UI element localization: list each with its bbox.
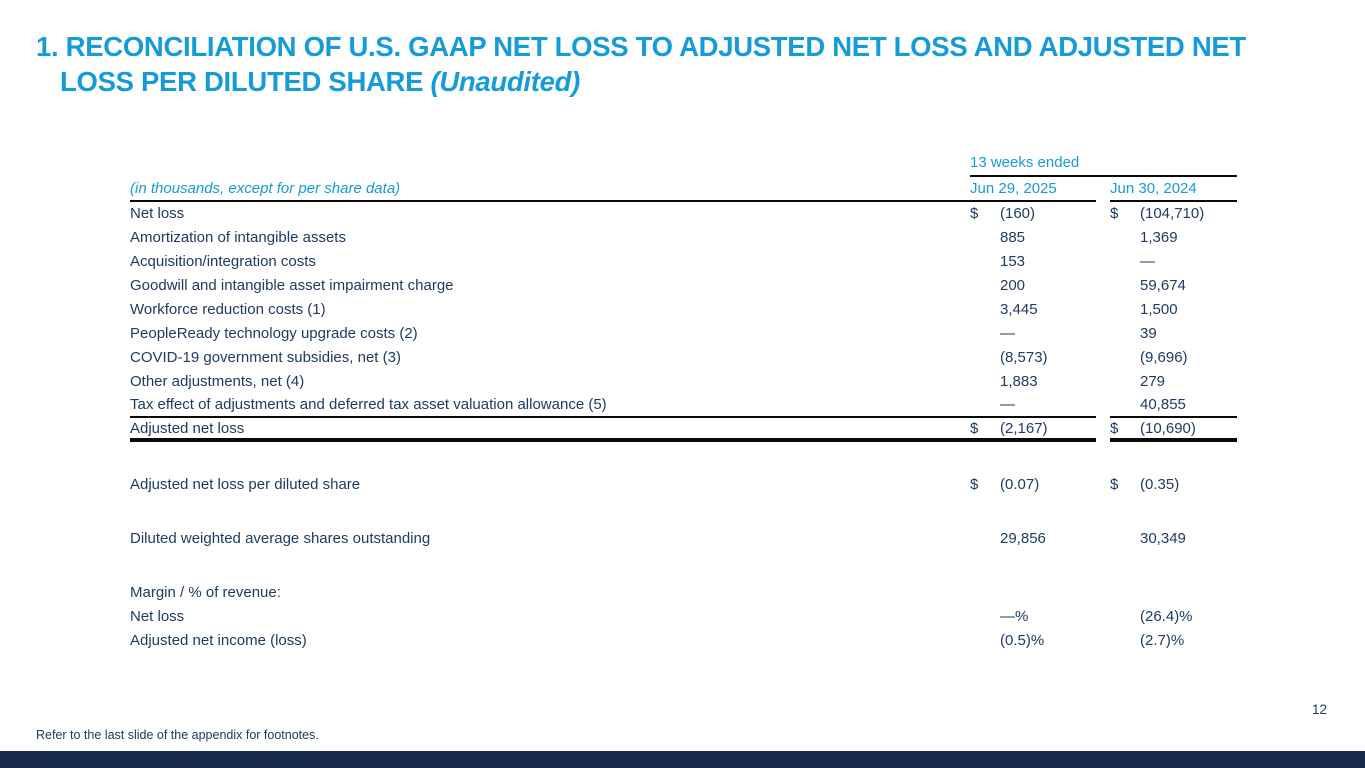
value-2024: 1,369 (1140, 228, 1178, 246)
value-2025: 3,445 (1000, 300, 1038, 318)
value-2025: — (1000, 393, 1096, 418)
diluted-shares-row: Diluted weighted average shares outstand… (130, 526, 1237, 550)
spacer (130, 550, 1237, 580)
currency-symbol-2024: $ (1110, 205, 1119, 222)
period-header-row: 13 weeks ended (130, 150, 1238, 177)
currency-symbol-2024: $ (1110, 475, 1119, 493)
table-row: Tax effect of adjustments and deferred t… (130, 393, 1238, 418)
currency-symbol-2025 (970, 321, 1000, 345)
margin-row: Adjusted net income (loss) (0.5)% (2.7)% (130, 628, 1237, 652)
margin-section-header-row: Margin / % of revenue: (130, 580, 1237, 604)
value-2025: 200 (1000, 276, 1026, 294)
currency-symbol-2025: $ (970, 475, 979, 493)
table-row: COVID-19 government subsidies, net (3) (… (130, 345, 1237, 369)
reconciliation-table: 13 weeks ended (in thousands, except for… (130, 150, 1238, 652)
table-row: Net loss $ (160) $ (104,710) (130, 201, 1237, 225)
period-header: 13 weeks ended (970, 150, 1238, 177)
margin-row: Net loss —% (26.4)% (130, 604, 1237, 628)
currency-symbol-2024 (1110, 273, 1140, 297)
table-row: Workforce reduction costs (1) 3,445 1,50… (130, 297, 1237, 321)
value-2025: —% (1000, 607, 1029, 625)
table-row: Other adjustments, net (4) 1,883 279 (130, 369, 1237, 393)
value-2025: (2,167) (1000, 417, 1096, 442)
value-2024: 30,349 (1140, 529, 1186, 547)
page-number: 12 (1311, 702, 1327, 717)
bottom-accent-bar (0, 751, 1365, 768)
margin-section-header: Margin / % of revenue: (130, 583, 281, 601)
value-2024: 279 (1140, 372, 1166, 390)
currency-symbol-2024 (1110, 345, 1140, 369)
currency-symbol-2025 (970, 249, 1000, 273)
value-2025: (0.5)% (1000, 631, 1045, 649)
row-label: Net loss (130, 205, 185, 222)
slide-title-line1: 1. RECONCILIATION OF U.S. GAAP NET LOSS … (36, 31, 1246, 62)
currency-symbol-2024 (1110, 225, 1140, 249)
value-2024: (2.7)% (1140, 631, 1185, 649)
currency-symbol-2025 (970, 369, 1000, 393)
table-row: PeopleReady technology upgrade costs (2)… (130, 321, 1237, 345)
value-2025: 885 (1000, 228, 1026, 246)
table-row: Acquisition/integration costs 153 — (130, 249, 1237, 273)
value-2024: — (1140, 252, 1155, 270)
table-row: Goodwill and intangible asset impairment… (130, 273, 1237, 297)
value-2024: 59,674 (1140, 276, 1186, 294)
currency-symbol-2024 (1110, 249, 1140, 273)
total-row-adjusted-net-loss: Adjusted net loss $ (2,167) $ (10,690) (130, 417, 1238, 442)
slide-title-line2: LOSS PER DILUTED SHARE (Unaudited) (36, 65, 1246, 100)
value-2024: 1,500 (1140, 300, 1178, 318)
row-label: Adjusted net loss (130, 417, 970, 442)
row-label: Net loss (130, 607, 185, 625)
currency-symbol-2025 (970, 297, 1000, 321)
row-label: Acquisition/integration costs (130, 252, 316, 270)
per-diluted-share-row: Adjusted net loss per diluted share $ (0… (130, 472, 1237, 496)
row-label: Tax effect of adjustments and deferred t… (130, 393, 970, 418)
row-label: Amortization of intangible assets (130, 228, 346, 246)
column-header-2024: Jun 30, 2024 (1110, 176, 1238, 202)
row-label: Other adjustments, net (4) (130, 372, 305, 390)
table-caption: (in thousands, except for per share data… (130, 176, 970, 202)
value-2024: 40,855 (1140, 393, 1238, 418)
spacer (130, 440, 1237, 472)
row-label: COVID-19 government subsidies, net (3) (130, 348, 401, 366)
currency-symbol-2024: $ (1110, 417, 1140, 442)
value-2025: (8,573) (1000, 348, 1048, 366)
value-2024: (0.35) (1140, 475, 1180, 493)
row-label: Adjusted net loss per diluted share (130, 475, 361, 493)
value-2025: 153 (1000, 252, 1026, 270)
row-label: Goodwill and intangible asset impairment… (130, 276, 454, 294)
currency-symbol-2024 (1110, 369, 1140, 393)
slide-title-line2-text: LOSS PER DILUTED SHARE (60, 65, 424, 97)
row-label: Workforce reduction costs (1) (130, 300, 326, 318)
value-2024: (104,710) (1140, 205, 1205, 222)
currency-symbol-2024 (1110, 393, 1140, 418)
column-header-row: (in thousands, except for per share data… (130, 176, 1238, 202)
value-2025: (160) (1000, 205, 1036, 222)
table-row: Amortization of intangible assets 885 1,… (130, 225, 1237, 249)
currency-symbol-2025 (970, 393, 1000, 418)
value-2024: (10,690) (1140, 417, 1238, 442)
value-2025: 1,883 (1000, 372, 1038, 390)
currency-symbol-2025 (970, 345, 1000, 369)
slide-title: 1. RECONCILIATION OF U.S. GAAP NET LOSS … (36, 30, 1246, 99)
row-label: Diluted weighted average shares outstand… (130, 529, 431, 547)
footnote-reference: Refer to the last slide of the appendix … (36, 728, 319, 742)
value-2025: (0.07) (1000, 475, 1040, 493)
value-2024: (9,696) (1140, 348, 1188, 366)
slide-title-unaudited: (Unaudited) (430, 65, 581, 97)
value-2024: (26.4)% (1140, 607, 1193, 625)
row-label: Adjusted net income (loss) (130, 631, 307, 649)
row-label: PeopleReady technology upgrade costs (2) (130, 324, 418, 342)
currency-symbol-2025 (970, 273, 1000, 297)
currency-symbol-2024 (1110, 321, 1140, 345)
currency-symbol-2024 (1110, 297, 1140, 321)
currency-symbol-2025: $ (970, 417, 1000, 442)
value-2025: 29,856 (1000, 529, 1046, 547)
currency-symbol-2025 (970, 225, 1000, 249)
spacer (130, 496, 1237, 526)
currency-symbol-2025: $ (970, 205, 979, 222)
value-2025: — (1000, 324, 1015, 342)
column-header-2025: Jun 29, 2025 (970, 176, 1096, 202)
value-2024: 39 (1140, 324, 1157, 342)
